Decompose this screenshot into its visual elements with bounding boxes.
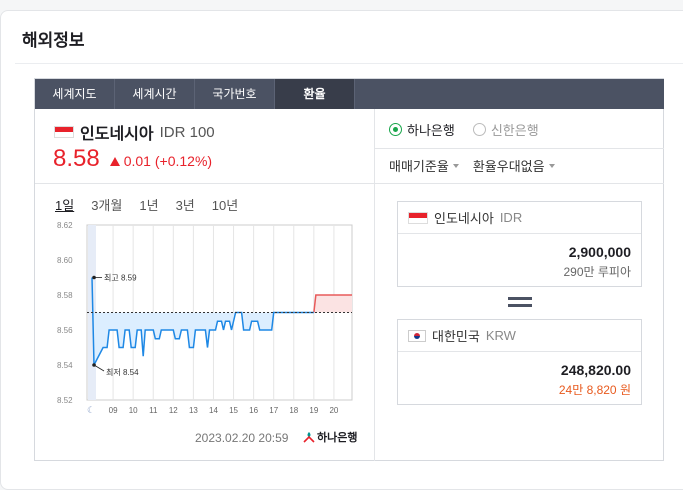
- y-tick-label: 8.62: [57, 221, 73, 230]
- radio-label: 하나은행: [407, 123, 455, 138]
- bank-name: 하나은행: [317, 432, 358, 444]
- period-3y[interactable]: 3년: [175, 198, 195, 213]
- from-currency-code: IDR: [499, 210, 523, 225]
- caret-down-icon: [452, 163, 459, 168]
- series: 최고 8.59 최저 8.54: [87, 273, 352, 377]
- period-selector: 1일 3개월 1년 3년 10년: [55, 195, 238, 214]
- moon-icon: ☾: [87, 405, 95, 415]
- exchange-widget: 세계지도 세계시간 국가번호 환율 인도네시아 IDR 100 8.58 0.0…: [34, 78, 664, 461]
- y-axis: 8.62 8.60 8.58 8.56 8.54 8.52: [57, 221, 73, 405]
- radio-label: 신한은행: [490, 123, 539, 138]
- x-tick-label: 16: [249, 406, 258, 415]
- series-area: [92, 277, 314, 365]
- radio-unselected-icon: [472, 123, 486, 136]
- select-label: 매매기준율: [389, 159, 449, 174]
- x-tick-label: 10: [129, 406, 138, 415]
- indonesia-flag-icon: [408, 211, 428, 224]
- to-amount-text: 24만 8,820 원: [558, 383, 631, 397]
- indonesia-flag-icon: [54, 126, 74, 138]
- currency-name: 인도네시아: [80, 126, 154, 143]
- y-tick-label: 8.52: [57, 396, 73, 405]
- divider: [375, 183, 664, 184]
- section-title: 해외정보: [22, 31, 85, 50]
- to-currency-name: 대한민국: [432, 329, 480, 344]
- preferential-select[interactable]: 환율우대없음: [473, 156, 555, 175]
- radio-selected-icon: [389, 123, 402, 136]
- currency-header: 인도네시아 IDR 100: [54, 120, 215, 144]
- divider: [375, 148, 664, 149]
- radio-hana[interactable]: 하나은행: [389, 120, 455, 139]
- rate-options: 매매기준율 환율우대없음: [389, 156, 555, 175]
- rate-type-select[interactable]: 매매기준율: [389, 156, 459, 175]
- period-1y[interactable]: 1년: [139, 198, 159, 213]
- x-tick-label: 19: [309, 406, 318, 415]
- to-amount[interactable]: 248,820.00: [560, 362, 631, 378]
- x-tick-label: 11: [149, 406, 158, 415]
- tab-world-time[interactable]: 세계시간: [115, 79, 195, 109]
- x-tick-label: 09: [109, 406, 118, 415]
- from-currency-name: 인도네시아: [434, 211, 494, 226]
- from-currency-header: 인도네시아 IDR: [398, 202, 641, 234]
- from-amount-text: 290만 루피아: [563, 265, 631, 279]
- converter-panel: 하나은행 신한은행 매매기준율 환율우대없음 인도네시아 IDR: [375, 109, 664, 461]
- up-arrow-icon: [109, 157, 120, 166]
- tab-exchange-rate[interactable]: 환율: [275, 79, 355, 109]
- y-tick-label: 8.58: [57, 291, 73, 300]
- radio-shinhan[interactable]: 신한은행: [472, 120, 539, 139]
- from-amount[interactable]: 2,900,000: [568, 244, 631, 260]
- x-axis: 09 10 11 12 13 14 15 16 17 18 19 20 ☾: [87, 405, 339, 415]
- low-leader: [93, 364, 105, 372]
- future-line: [313, 294, 352, 313]
- rate-change: 0.01 (+0.12%): [109, 153, 213, 169]
- series-line: [91, 277, 314, 366]
- tab-world-map[interactable]: 세계지도: [35, 79, 115, 109]
- x-tick-label: 14: [209, 406, 218, 415]
- korea-flag-icon: [408, 329, 426, 342]
- current-rate: 8.58: [53, 145, 100, 172]
- divider: [15, 63, 683, 64]
- tab-bar: 세계지도 세계시간 국가번호 환율: [35, 79, 664, 109]
- to-currency-header: 대한민국 KRW: [398, 320, 641, 352]
- hana-bank-icon: [303, 432, 315, 443]
- rate-panel: 인도네시아 IDR 100 8.58 0.01 (+0.12%) 1일 3개월 …: [35, 109, 375, 461]
- high-label: 최고 8.59: [104, 273, 137, 283]
- equals-icon: [508, 297, 532, 311]
- y-tick-label: 8.54: [57, 361, 73, 370]
- rate-row: 8.58 0.01 (+0.12%): [53, 145, 212, 173]
- x-tick-label: 15: [229, 406, 238, 415]
- y-tick-label: 8.56: [57, 326, 73, 335]
- period-10y[interactable]: 10년: [211, 198, 239, 213]
- rate-change-value: 0.01 (+0.12%): [123, 153, 213, 169]
- y-tick-label: 8.60: [57, 256, 73, 265]
- future-area: [313, 295, 352, 313]
- bank-radios: 하나은행 신한은행: [389, 120, 539, 139]
- x-tick-label: 20: [329, 406, 338, 415]
- period-3m[interactable]: 3개월: [91, 198, 123, 213]
- currency-code: IDR 100: [159, 123, 215, 141]
- caret-down-icon: [548, 163, 555, 168]
- x-tick-label: 17: [269, 406, 278, 415]
- low-label: 최저 8.54: [106, 367, 139, 377]
- bank-logo: 하나은행: [303, 429, 357, 445]
- x-tick-label: 13: [189, 406, 198, 415]
- to-currency-code: KRW: [485, 328, 516, 343]
- to-currency-box[interactable]: 대한민국 KRW 248,820.00 24만 8,820 원: [397, 319, 642, 405]
- timestamp: 2023.02.20 20:59: [195, 431, 289, 445]
- period-1d[interactable]: 1일: [55, 198, 75, 213]
- divider: [35, 183, 375, 184]
- select-label: 환율우대없음: [472, 159, 545, 174]
- from-currency-box[interactable]: 인도네시아 IDR 2,900,000 290만 루피아: [397, 201, 642, 287]
- x-tick-label: 18: [289, 406, 298, 415]
- tab-country-code[interactable]: 국가번호: [195, 79, 275, 109]
- x-tick-label: 12: [169, 406, 178, 415]
